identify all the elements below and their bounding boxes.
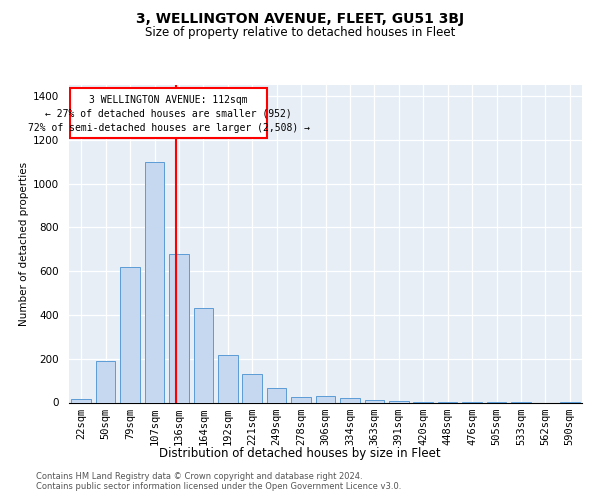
- Bar: [242, 374, 262, 402]
- Bar: [340, 398, 360, 402]
- Text: 3 WELLINGTON AVENUE: 112sqm: 3 WELLINGTON AVENUE: 112sqm: [89, 95, 248, 105]
- Text: Contains HM Land Registry data © Crown copyright and database right 2024.: Contains HM Land Registry data © Crown c…: [36, 472, 362, 481]
- Text: 3, WELLINGTON AVENUE, FLEET, GU51 3BJ: 3, WELLINGTON AVENUE, FLEET, GU51 3BJ: [136, 12, 464, 26]
- Bar: [70, 88, 267, 138]
- Bar: [365, 400, 384, 402]
- Bar: [71, 399, 91, 402]
- Y-axis label: Number of detached properties: Number of detached properties: [19, 162, 29, 326]
- Bar: [218, 356, 238, 403]
- Bar: [145, 162, 164, 402]
- Bar: [267, 388, 286, 402]
- Text: Size of property relative to detached houses in Fleet: Size of property relative to detached ho…: [145, 26, 455, 39]
- Bar: [120, 266, 140, 402]
- Text: ← 27% of detached houses are smaller (952): ← 27% of detached houses are smaller (95…: [45, 109, 292, 119]
- Text: Contains public sector information licensed under the Open Government Licence v3: Contains public sector information licen…: [36, 482, 401, 491]
- Bar: [169, 254, 188, 402]
- Bar: [389, 400, 409, 402]
- Text: 72% of semi-detached houses are larger (2,508) →: 72% of semi-detached houses are larger (…: [28, 122, 310, 132]
- Bar: [194, 308, 213, 402]
- Bar: [96, 361, 115, 403]
- Bar: [316, 396, 335, 402]
- Bar: [291, 397, 311, 402]
- Text: Distribution of detached houses by size in Fleet: Distribution of detached houses by size …: [159, 448, 441, 460]
